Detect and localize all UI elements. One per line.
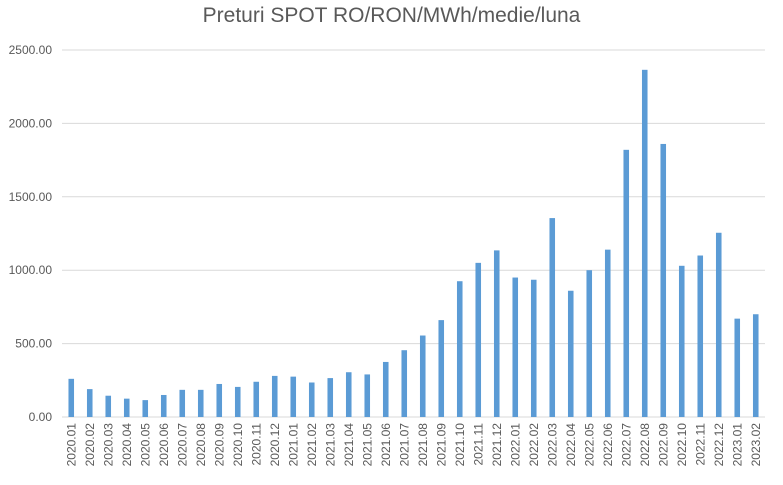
bar-2020.02 — [86, 389, 93, 417]
bar-2022.10 — [678, 265, 685, 417]
bar-2021.01 — [290, 376, 297, 417]
bar-2022.01 — [512, 277, 519, 417]
bar-2021.11 — [475, 262, 482, 417]
x-tick-label: 2021.01 — [286, 423, 300, 467]
x-tick-label: 2022.05 — [582, 423, 596, 467]
x-tick-label: 2023.02 — [749, 423, 763, 467]
x-tick-label: 2020.11 — [249, 423, 263, 466]
bars — [68, 69, 759, 418]
x-tick-label: 2020.01 — [64, 423, 78, 467]
bar-2021.08 — [419, 335, 426, 417]
x-tick-label: 2020.03 — [101, 423, 115, 467]
x-tick-label: 2020.12 — [268, 423, 282, 467]
bar-2020.12 — [271, 375, 278, 417]
bar-2021.03 — [327, 378, 334, 417]
x-tick-label: 2020.06 — [157, 423, 171, 467]
gridlines — [62, 49, 765, 418]
bar-2021.07 — [401, 350, 408, 417]
y-tick-label: 1000.00 — [9, 263, 53, 277]
x-tick-label: 2022.06 — [601, 423, 615, 467]
bar-2020.06 — [160, 394, 167, 417]
x-tick-label: 2022.07 — [619, 423, 633, 467]
bar-2021.06 — [382, 361, 389, 417]
bar-2020.05 — [142, 400, 149, 417]
chart-title: Preturi SPOT RO/RON/MWh/medie/luna — [202, 4, 581, 27]
y-tick-label: 2500.00 — [9, 43, 53, 57]
bar-2022.09 — [660, 143, 667, 417]
bar-2021.04 — [345, 372, 352, 417]
y-tick-label: 2000.00 — [9, 116, 53, 130]
x-tick-label: 2021.11 — [471, 423, 485, 466]
bar-2022.05 — [586, 270, 593, 417]
bar-2020.09 — [216, 383, 223, 417]
bar-2020.04 — [123, 398, 130, 417]
x-tick-label: 2021.07 — [397, 423, 411, 467]
x-axis: 2020.01 2020.02 2020.03 2020.04 2020.05 2020.… — [64, 423, 763, 467]
x-tick-label: 2021.04 — [342, 423, 356, 467]
x-tick-label: 2022.02 — [527, 423, 541, 467]
bar-2020.01 — [68, 378, 75, 417]
bar-2020.10 — [234, 386, 241, 417]
bar-2021.12 — [493, 250, 500, 417]
bar-2023.02 — [752, 314, 759, 417]
x-tick-label: 2021.08 — [416, 423, 430, 467]
x-tick-label: 2020.05 — [138, 423, 152, 467]
x-tick-label: 2020.04 — [120, 423, 134, 467]
y-tick-label: 500.00 — [15, 337, 52, 351]
bar-2022.12 — [715, 232, 722, 417]
x-tick-label: 2022.11 — [693, 423, 707, 466]
x-tick-label: 2021.06 — [379, 423, 393, 467]
bar-2022.02 — [530, 279, 537, 417]
bar-2023.01 — [734, 318, 741, 417]
y-tick-label: 1500.00 — [9, 190, 53, 204]
bar-2021.02 — [308, 382, 315, 417]
bar-2021.09 — [438, 320, 445, 417]
x-tick-label: 2020.07 — [175, 423, 189, 467]
x-tick-label: 2020.02 — [83, 423, 97, 467]
x-tick-label: 2022.12 — [712, 423, 726, 467]
bar-2022.06 — [604, 249, 611, 417]
bar-2022.04 — [567, 290, 574, 417]
x-tick-label: 2022.04 — [564, 423, 578, 467]
x-tick-label: 2021.10 — [453, 423, 467, 467]
bar-2021.05 — [364, 374, 371, 417]
bar-2020.08 — [197, 389, 204, 417]
x-tick-label: 2023.01 — [730, 423, 744, 467]
x-tick-label: 2022.01 — [508, 423, 522, 467]
x-tick-label: 2021.03 — [323, 423, 337, 467]
bar-2022.03 — [549, 218, 556, 417]
bar-2022.11 — [697, 255, 704, 417]
x-tick-label: 2022.09 — [656, 423, 670, 467]
x-tick-label: 2022.08 — [638, 423, 652, 467]
bar-2020.07 — [179, 389, 186, 417]
x-tick-label: 2022.10 — [675, 423, 689, 467]
y-tick-label: 0.00 — [29, 410, 53, 424]
x-tick-label: 2021.12 — [490, 423, 504, 467]
bar-2020.11 — [253, 381, 260, 417]
x-tick-label: 2021.05 — [360, 423, 374, 467]
x-tick-label: 2020.09 — [212, 423, 226, 467]
x-tick-label: 2022.03 — [545, 423, 559, 467]
bar-2022.08 — [641, 69, 648, 418]
bar-2022.07 — [623, 149, 630, 417]
bar-2021.10 — [456, 281, 463, 417]
x-tick-label: 2021.02 — [305, 423, 319, 467]
x-tick-label: 2020.08 — [194, 423, 208, 467]
x-tick-label: 2020.10 — [231, 423, 245, 467]
x-tick-label: 2021.09 — [434, 423, 448, 467]
y-axis: 0.00 500.00 1000.00 1500.00 2000.00 2500.00 — [9, 43, 53, 424]
bar-2020.03 — [105, 395, 112, 417]
